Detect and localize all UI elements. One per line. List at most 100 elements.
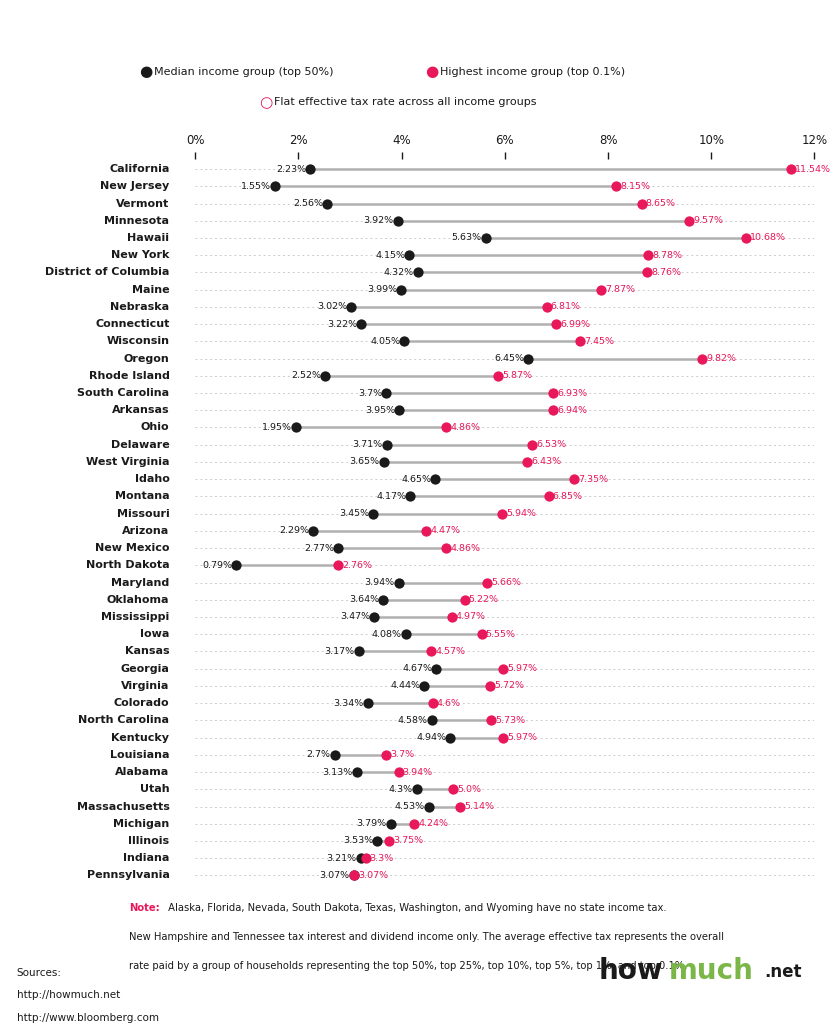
Text: 3.21%: 3.21% (327, 854, 356, 862)
Text: 3.47%: 3.47% (340, 612, 370, 622)
Text: 3.07%: 3.07% (319, 871, 350, 880)
Text: 4.86%: 4.86% (450, 544, 480, 553)
Text: New Jersey: New Jersey (101, 181, 170, 191)
Text: 3.71%: 3.71% (352, 440, 382, 450)
Point (484, 712, 498, 728)
Point (380, 436, 393, 453)
Text: ●: ● (425, 65, 439, 79)
Point (380, 385, 393, 401)
Text: 4.3%: 4.3% (389, 784, 413, 794)
Text: New Mexico: New Mexico (95, 543, 170, 553)
Text: North Dakota: North Dakota (86, 560, 170, 570)
Text: 3.7%: 3.7% (358, 388, 382, 397)
Text: 4.86%: 4.86% (450, 423, 480, 432)
Text: 3.17%: 3.17% (325, 647, 355, 656)
Text: ●: ● (139, 65, 152, 79)
Point (321, 196, 334, 212)
Text: 4.05%: 4.05% (370, 337, 400, 346)
Text: 2.52%: 2.52% (291, 372, 321, 380)
Point (549, 316, 563, 333)
Point (475, 626, 489, 642)
Text: Oklahoma: Oklahoma (107, 595, 170, 605)
Point (420, 522, 433, 539)
Point (355, 316, 368, 333)
Point (418, 678, 431, 694)
Text: North Carolina: North Carolina (78, 716, 170, 725)
Text: Delaware: Delaware (111, 439, 170, 450)
Text: 5.55%: 5.55% (486, 630, 516, 639)
Text: Highest income group (top 0.1%): Highest income group (top 0.1%) (440, 67, 626, 77)
Point (521, 350, 534, 367)
Text: ●: ● (259, 95, 273, 110)
Text: 5.97%: 5.97% (508, 733, 538, 742)
Text: Missouri: Missouri (116, 509, 170, 518)
Point (546, 385, 559, 401)
Text: Ohio: Ohio (141, 423, 170, 432)
Text: 3.07%: 3.07% (358, 871, 388, 880)
Text: much: much (669, 957, 754, 985)
Text: 7.87%: 7.87% (606, 285, 636, 294)
Text: 5.14%: 5.14% (465, 802, 494, 811)
Text: 3.99%: 3.99% (366, 285, 397, 294)
Point (377, 454, 391, 470)
Point (344, 299, 357, 315)
Text: 6.43%: 6.43% (531, 458, 561, 467)
Text: 3.13%: 3.13% (322, 768, 352, 776)
Text: 9.57%: 9.57% (693, 216, 723, 225)
Point (425, 643, 438, 659)
Point (376, 592, 390, 608)
Text: http://howmuch.net: http://howmuch.net (17, 990, 120, 1000)
Text: 7.35%: 7.35% (578, 475, 609, 483)
Point (446, 781, 460, 798)
Point (497, 729, 510, 745)
Point (440, 540, 453, 556)
Text: 3.34%: 3.34% (333, 698, 363, 708)
Text: 5.0%: 5.0% (457, 784, 481, 794)
Text: Iowa: Iowa (140, 629, 170, 639)
Text: 4.97%: 4.97% (456, 612, 486, 622)
Point (491, 368, 504, 384)
Point (347, 867, 361, 884)
Text: Virginia: Virginia (121, 681, 170, 691)
Text: Note:: Note: (129, 903, 160, 913)
Point (307, 522, 320, 539)
Point (411, 264, 425, 281)
Text: 8.78%: 8.78% (652, 251, 682, 260)
Text: Median income group (top 50%): Median income group (top 50%) (154, 67, 333, 77)
Text: 3.94%: 3.94% (364, 578, 395, 587)
Text: Mississippi: Mississippi (101, 612, 170, 622)
Text: Kansas: Kansas (125, 646, 170, 656)
Text: 5.22%: 5.22% (469, 595, 499, 604)
Point (497, 660, 510, 677)
Text: Montana: Montana (115, 492, 170, 502)
Text: 10.68%: 10.68% (750, 233, 786, 243)
Text: 3.75%: 3.75% (393, 837, 423, 846)
Text: 2.29%: 2.29% (279, 526, 309, 536)
Point (361, 695, 374, 712)
Point (404, 488, 417, 505)
Text: 6.81%: 6.81% (551, 302, 581, 311)
Text: 3.64%: 3.64% (349, 595, 379, 604)
Text: 8.65%: 8.65% (646, 199, 676, 208)
Point (635, 196, 648, 212)
Point (384, 815, 397, 831)
Text: 2.23%: 2.23% (276, 165, 306, 173)
Point (458, 592, 471, 608)
Text: Illinois: Illinois (128, 836, 170, 846)
Text: .net: .net (765, 963, 802, 981)
Text: Alabama: Alabama (116, 767, 170, 777)
Text: 6.53%: 6.53% (536, 440, 567, 450)
Point (568, 471, 581, 487)
Text: 4.44%: 4.44% (391, 681, 420, 690)
Text: 6.93%: 6.93% (557, 388, 587, 397)
Text: 3.53%: 3.53% (343, 837, 373, 846)
Text: 6.85%: 6.85% (553, 492, 583, 501)
Text: http://www.bloomberg.com: http://www.bloomberg.com (17, 1013, 159, 1023)
Text: South Carolina: South Carolina (77, 388, 170, 398)
Point (740, 229, 753, 246)
Text: 5.63%: 5.63% (451, 233, 482, 243)
Text: 4.47%: 4.47% (430, 526, 460, 536)
Text: 3.65%: 3.65% (349, 458, 380, 467)
Text: Arizona: Arizona (122, 526, 170, 536)
Text: 4.32%: 4.32% (384, 268, 414, 276)
